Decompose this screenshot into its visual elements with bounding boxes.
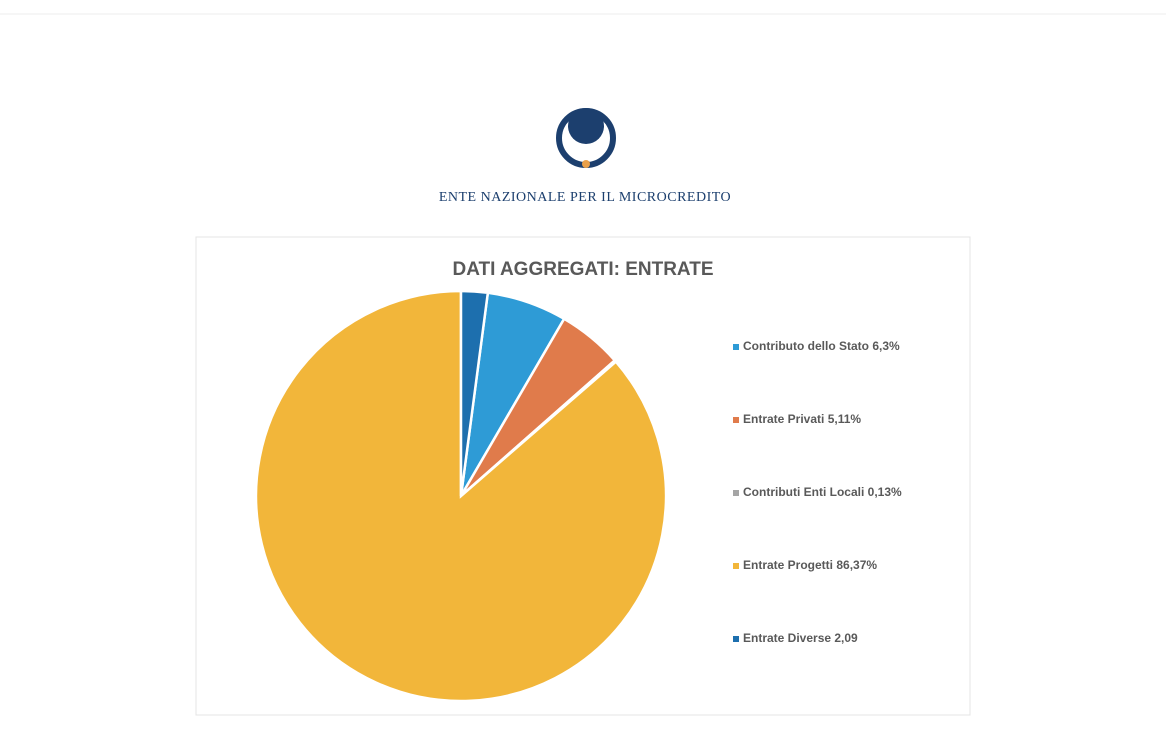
legend-label: Entrate Privati 5,11% [743,412,861,426]
pie-slice [459,289,490,497]
chart-title: DATI AGGREGATI: ENTRATE [452,259,713,280]
legend-label: Contributi Enti Locali 0,13% [743,485,902,499]
legend-label: Entrate Diverse 2,09 [743,631,858,645]
legend-label: Entrate Progetti 86,37% [743,558,877,572]
logo [556,108,616,168]
legend-marker [733,417,739,423]
org-name: ENTE NAZIONALE PER IL MICROCREDITO [439,190,731,205]
legend-label: Contributo dello Stato 6,3% [743,339,900,353]
legend-marker [733,563,739,569]
legend-marker [733,636,739,642]
legend-marker [733,490,739,496]
legend-marker [733,344,739,350]
